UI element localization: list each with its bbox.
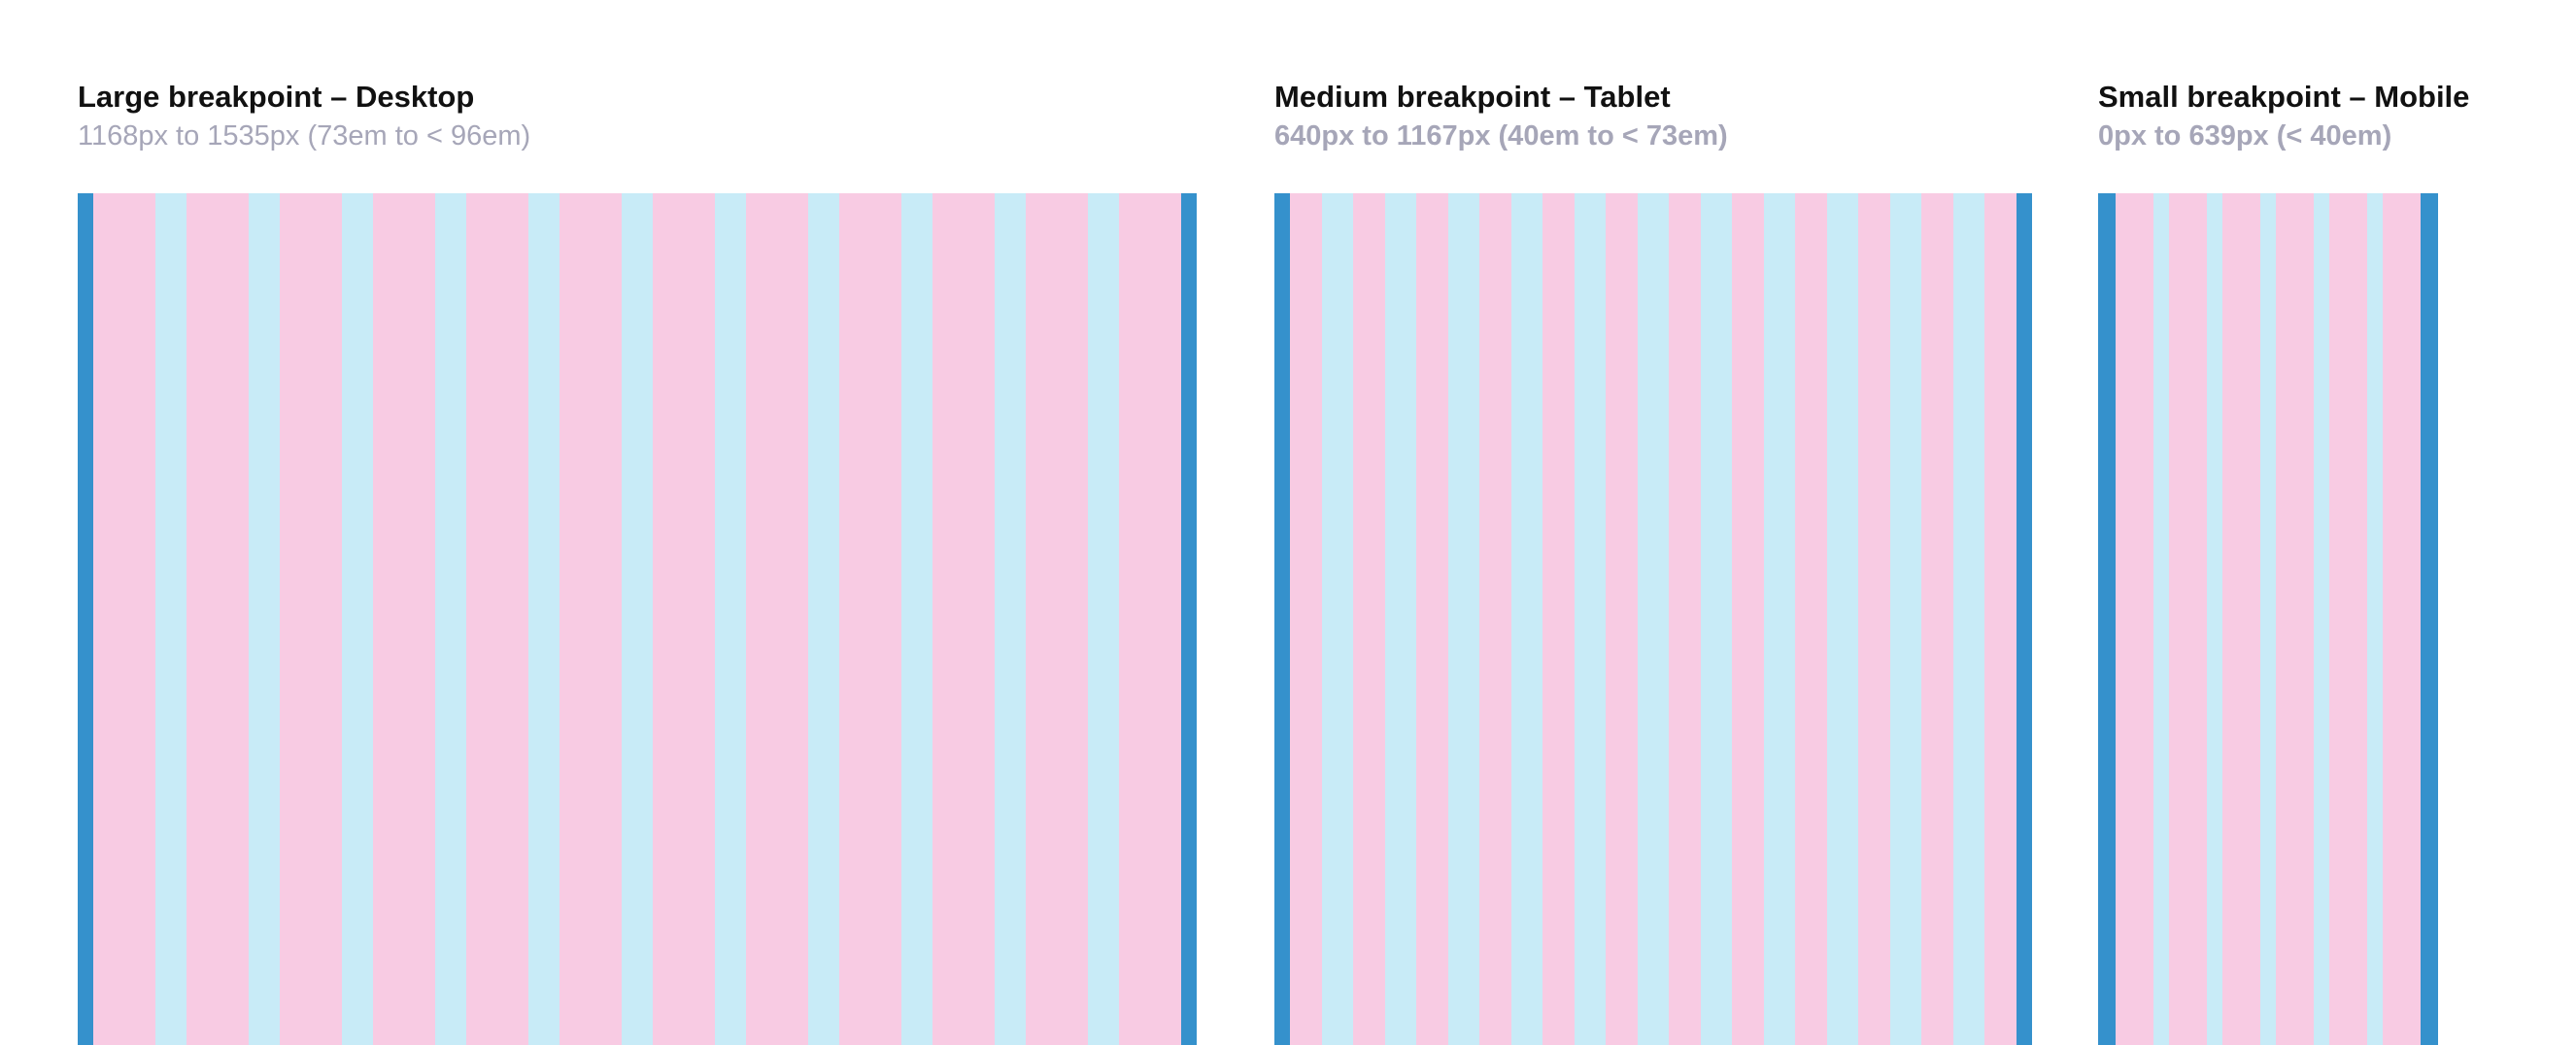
panel-range: 1168px to 1535px (73em to < 96em) [78, 120, 531, 152]
grid-column [93, 193, 155, 1045]
panel-large-desktop: Large breakpoint – Desktop 1168px to 153… [78, 0, 1197, 1045]
grid-gutter [1088, 193, 1119, 1045]
grid-column [1795, 193, 1827, 1045]
grid-margin-right [2017, 193, 2032, 1045]
grid-gutter [1322, 193, 1353, 1045]
grid-gutter [249, 193, 280, 1045]
grid-gutter [435, 193, 466, 1045]
grid-gutter [1385, 193, 1416, 1045]
grid-small-mobile [2098, 193, 2448, 1045]
grid-column [2276, 193, 2314, 1045]
panel-small-mobile: Small breakpoint – Mobile 0px to 639px (… [2098, 0, 2564, 1045]
grid-column [1669, 193, 1701, 1045]
grid-column [932, 193, 995, 1045]
grid-column [466, 193, 528, 1045]
grid-gutter [1764, 193, 1795, 1045]
grid-column [1026, 193, 1088, 1045]
grid-gutter [1448, 193, 1479, 1045]
grid-column [1416, 193, 1448, 1045]
grid-margin-left [78, 193, 93, 1045]
grid-column [1542, 193, 1575, 1045]
grid-margin-left [2098, 193, 2116, 1045]
grid-gutter [342, 193, 373, 1045]
grid-gutter [1890, 193, 1921, 1045]
grid-column [2222, 193, 2260, 1045]
grid-gutter [715, 193, 746, 1045]
grid-column [1984, 193, 2017, 1045]
grid-column [1732, 193, 1764, 1045]
grid-column [1479, 193, 1511, 1045]
grid-column [373, 193, 435, 1045]
grid-gutter [1701, 193, 1732, 1045]
grid-gutter [2153, 193, 2169, 1045]
grid-gutter [2314, 193, 2329, 1045]
grid-column [653, 193, 715, 1045]
panel-range: 0px to 639px (< 40em) [2098, 120, 2392, 152]
panel-title: Large breakpoint – Desktop [78, 80, 475, 114]
grid-column [1858, 193, 1890, 1045]
panel-title: Medium breakpoint – Tablet [1274, 80, 1671, 114]
grid-gutter [622, 193, 653, 1045]
grid-large-desktop [78, 193, 1197, 1045]
grid-column [1119, 193, 1181, 1045]
grid-column [746, 193, 808, 1045]
grid-gutter [528, 193, 559, 1045]
grid-gutter [995, 193, 1026, 1045]
grid-column [1353, 193, 1385, 1045]
grid-gutter [2367, 193, 2383, 1045]
grid-gutter [1827, 193, 1858, 1045]
grid-column [2116, 193, 2153, 1045]
grid-margin-right [2421, 193, 2438, 1045]
grid-gutter [1953, 193, 1984, 1045]
grid-gutter [901, 193, 932, 1045]
grid-gutter [1511, 193, 1542, 1045]
grid-column [1921, 193, 1953, 1045]
grid-column [280, 193, 342, 1045]
grid-margin-right [1181, 193, 1197, 1045]
grid-gutter [2207, 193, 2222, 1045]
grid-column [2329, 193, 2367, 1045]
panel-range: 640px to 1167px (40em to < 73em) [1274, 120, 1728, 152]
panel-medium-tablet: Medium breakpoint – Tablet 640px to 1167… [1274, 0, 2032, 1045]
grid-gutter [1638, 193, 1669, 1045]
grid-gutter [155, 193, 186, 1045]
grid-margin-left [1274, 193, 1290, 1045]
grid-gutter [808, 193, 839, 1045]
grid-column [1290, 193, 1322, 1045]
grid-column [2169, 193, 2207, 1045]
grid-column [186, 193, 249, 1045]
grid-column [559, 193, 622, 1045]
panel-title: Small breakpoint – Mobile [2098, 80, 2470, 114]
grid-medium-tablet [1274, 193, 2032, 1045]
grid-gutter [2260, 193, 2276, 1045]
grid-column [839, 193, 901, 1045]
grid-gutter [1575, 193, 1606, 1045]
grid-column [1606, 193, 1638, 1045]
grid-column [2383, 193, 2421, 1045]
